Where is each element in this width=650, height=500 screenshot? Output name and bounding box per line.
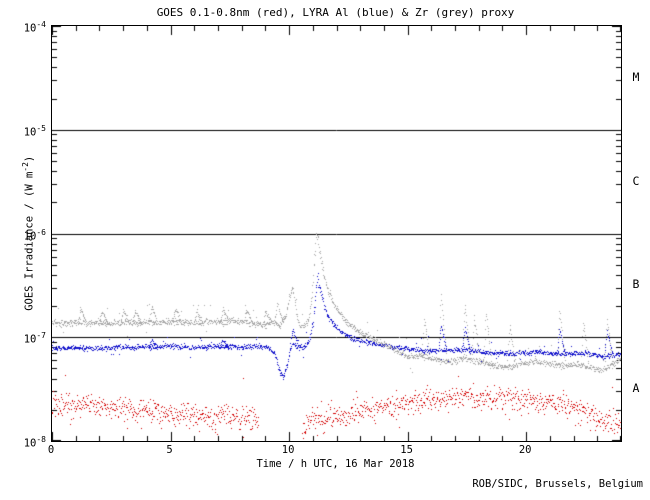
- y-tick-label: 10-8: [23, 435, 46, 450]
- flare-class-label: C: [632, 173, 640, 188]
- y-tick-label: 10-6: [23, 227, 46, 242]
- flare-class-label: B: [632, 277, 640, 292]
- plot-canvas: [52, 26, 621, 441]
- flare-class-label: M: [632, 69, 640, 84]
- x-tick-label: 20: [518, 444, 532, 456]
- x-tick-label: 0: [47, 444, 55, 456]
- flare-class-label: A: [632, 381, 640, 396]
- y-axis-label-close: ): [23, 155, 36, 163]
- chart-title: GOES 0.1-0.8nm (red), LYRA Al (blue) & Z…: [156, 6, 515, 19]
- y-tick-label: 10-5: [23, 123, 46, 139]
- y-tick-label: 10-7: [23, 331, 46, 346]
- x-tick-label: 5: [166, 444, 173, 456]
- y-axis-label-exponent: -2: [20, 162, 30, 172]
- plot-area: [51, 25, 622, 442]
- y-tick-label: 10-4: [23, 20, 46, 35]
- x-tick-label: 15: [400, 444, 413, 456]
- attribution: ROB/SIDC, Brussels, Belgium: [472, 478, 643, 490]
- x-tick-label: 10: [281, 444, 295, 456]
- x-axis-label: Time / h UTC, 16 Mar 2018: [256, 458, 415, 470]
